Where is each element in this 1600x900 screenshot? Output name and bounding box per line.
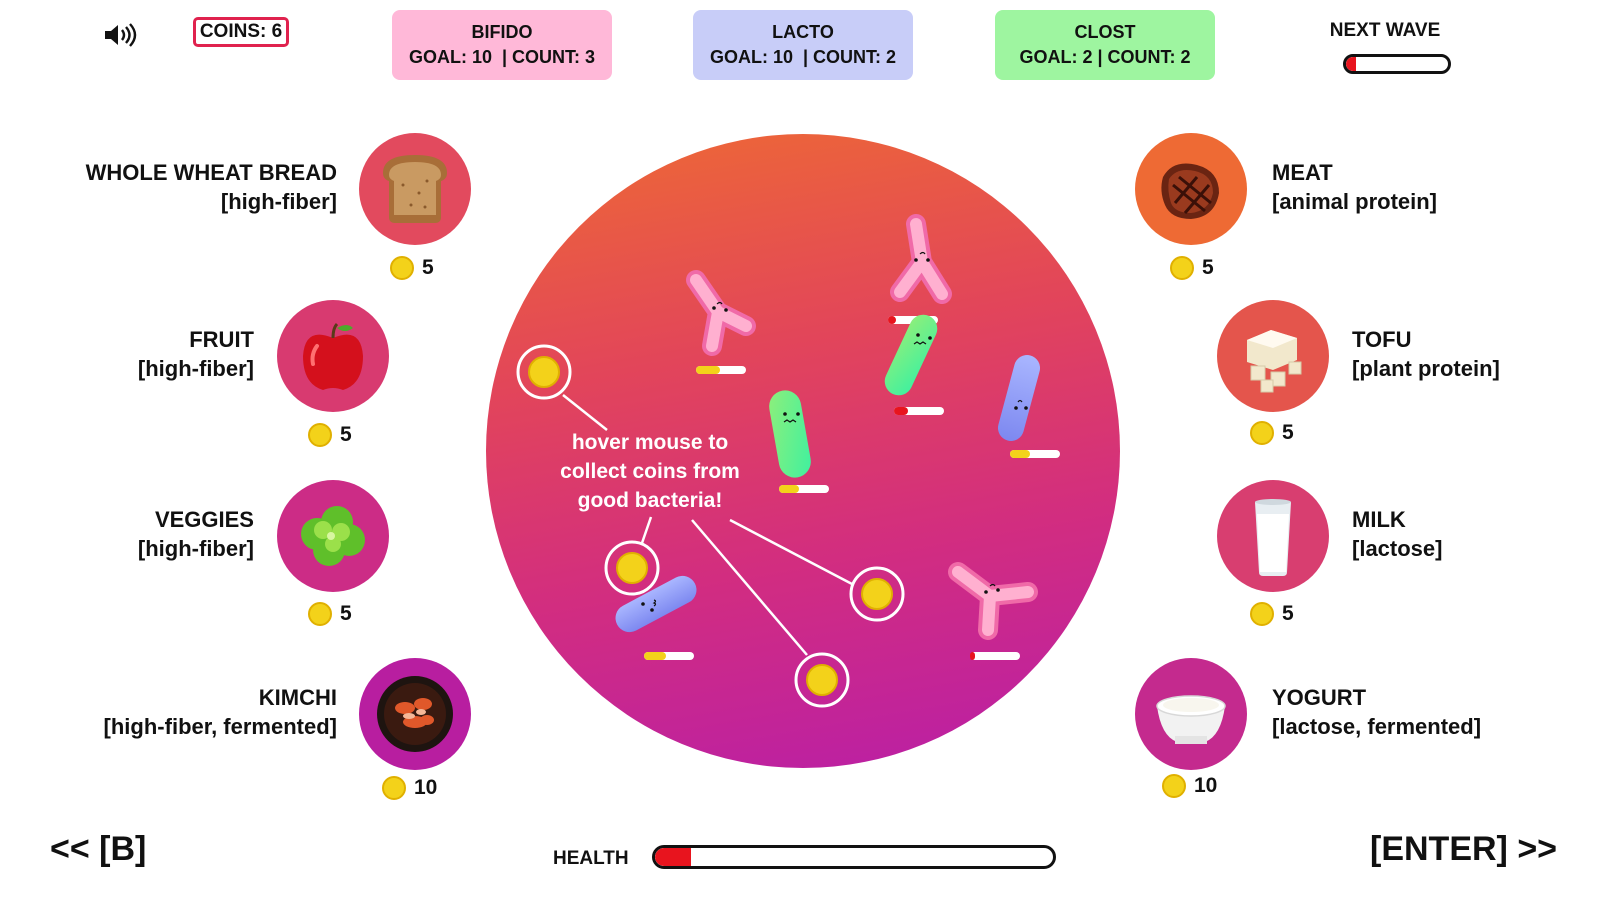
food-name: FRUIT (189, 327, 254, 352)
coin-icon (382, 776, 406, 800)
food-cost: 5 (422, 256, 434, 279)
goal-line: GOAL: 2 | COUNT: 2 (1019, 47, 1191, 67)
goal-title: BIFIDO (471, 22, 533, 42)
food-tag: [animal protein] (1272, 189, 1438, 214)
goal-title: LACTO (772, 22, 834, 42)
food-cost: 5 (1282, 421, 1294, 444)
food-name: VEGGIES (154, 507, 254, 532)
food-name: MILK (1352, 507, 1406, 532)
food-name: MEAT (1272, 160, 1333, 185)
food-button-bread[interactable] (359, 133, 471, 245)
coins-counter: COINS: 6 (193, 17, 289, 47)
lettuce-icon (301, 506, 365, 566)
next-wave-progress-fill (1346, 57, 1357, 71)
food-cost-fruit: 5 (308, 423, 352, 447)
food-name: KIMCHI (258, 685, 337, 710)
food-label-kimchi: KIMCHI [high-fiber, fermented] (40, 683, 337, 741)
food-name: TOFU (1352, 327, 1412, 352)
coin-icon (1162, 774, 1186, 798)
food-name: YOGURT (1272, 685, 1367, 710)
health-label: HEALTH (553, 848, 629, 869)
food-button-yogurt[interactable] (1135, 658, 1247, 770)
food-name: WHOLE WHEAT BREAD (85, 160, 337, 185)
food-tag: [high-fiber] (137, 356, 254, 381)
health-progress-fill (655, 848, 691, 866)
food-button-veggies[interactable] (277, 480, 389, 592)
coin-icon (308, 423, 332, 447)
food-cost-kimchi: 10 (382, 776, 437, 800)
goal-title: CLOST (1074, 22, 1136, 42)
tofu-icon (1247, 330, 1302, 393)
food-label-meat: MEAT [animal protein] (1272, 158, 1502, 216)
goal-line: GOAL: 10 | COUNT: 3 (408, 47, 596, 67)
food-tag: [high-fiber, fermented] (103, 714, 337, 739)
milk-icon (1255, 499, 1291, 576)
goal-card-clost: CLOST GOAL: 2 | COUNT: 2 (995, 10, 1215, 80)
coin-icon (1170, 256, 1194, 280)
enter-button[interactable]: [ENTER] >> (1370, 830, 1558, 868)
next-wave-progress-bar (1343, 54, 1451, 74)
coin-icon (1250, 602, 1274, 626)
food-button-meat[interactable] (1135, 133, 1247, 245)
food-cost-meat: 5 (1170, 256, 1214, 280)
food-cost: 5 (340, 423, 352, 446)
health-progress-bar (652, 845, 1056, 869)
food-tag: [plant protein] (1352, 356, 1500, 381)
next-wave-label: NEXT WAVE (1329, 20, 1441, 41)
food-label-fruit: FRUIT [high-fiber] (60, 325, 254, 383)
food-cost-veggies: 5 (308, 602, 352, 626)
food-cost-milk: 5 (1250, 602, 1294, 626)
yogurt-icon (1156, 695, 1226, 744)
food-tag: [lactose] (1352, 536, 1443, 561)
food-tag: [high-fiber] (137, 536, 254, 561)
food-tag: [lactose, fermented] (1272, 714, 1482, 739)
food-button-milk[interactable] (1217, 480, 1329, 592)
sound-toggle-icon[interactable] (102, 20, 138, 50)
food-button-fruit[interactable] (277, 300, 389, 412)
food-cost: 10 (1194, 774, 1218, 797)
goal-card-bifido: BIFIDO GOAL: 10 | COUNT: 3 (392, 10, 612, 80)
food-button-kimchi[interactable] (359, 658, 471, 770)
food-tag: [high-fiber] (220, 189, 337, 214)
food-cost: 5 (1282, 602, 1294, 625)
coin-icon (1250, 421, 1274, 445)
food-cost: 5 (340, 602, 352, 625)
kimchi-icon (377, 676, 453, 752)
goal-card-lacto: LACTO GOAL: 10 | COUNT: 2 (693, 10, 913, 80)
food-cost: 5 (1202, 256, 1214, 279)
goal-line: GOAL: 10 | COUNT: 2 (709, 47, 897, 67)
food-cost-bread: 5 (390, 256, 434, 280)
food-button-tofu[interactable] (1217, 300, 1329, 412)
food-label-tofu: TOFU [plant protein] (1352, 325, 1572, 383)
food-label-milk: MILK [lactose] (1352, 505, 1532, 563)
collect-coins-hint: hover mouse to collect coins from good b… (560, 431, 740, 512)
food-label-veggies: VEGGIES [high-fiber] (60, 505, 254, 563)
steak-icon (1161, 163, 1219, 219)
food-cost: 10 (414, 776, 438, 799)
coin-icon (308, 602, 332, 626)
coin-icon (390, 256, 414, 280)
back-button[interactable]: << [B] (50, 830, 147, 868)
food-cost-yogurt: 10 (1162, 774, 1217, 798)
bread-icon (383, 155, 447, 223)
food-cost-tofu: 5 (1250, 421, 1294, 445)
food-label-bread: WHOLE WHEAT BREAD [high-fiber] (60, 158, 337, 216)
food-label-yogurt: YOGURT [lactose, fermented] (1272, 683, 1532, 741)
apple-icon (303, 322, 363, 390)
